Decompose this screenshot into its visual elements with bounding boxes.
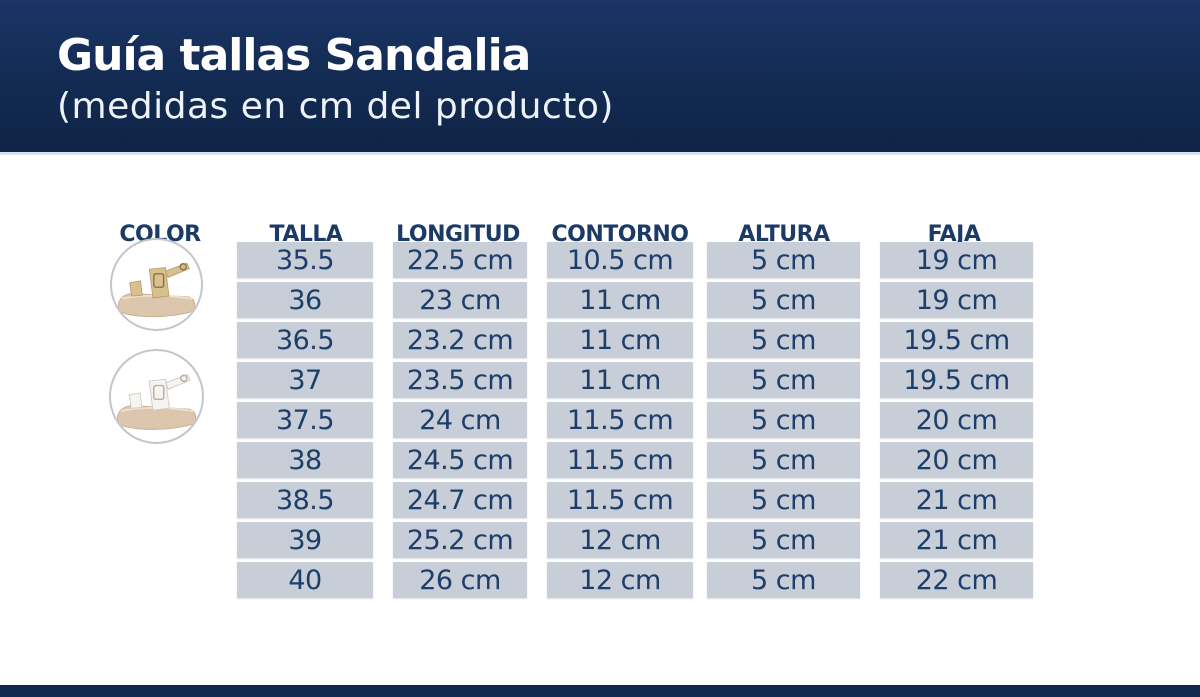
table-row: 38 24.5 cm 11.5 cm 5 cm 20 cm: [237, 442, 1033, 478]
cell-faja: 19 cm: [880, 242, 1033, 278]
cell-faja: 19.5 cm: [880, 322, 1033, 358]
table-row: 39 25.2 cm 12 cm 5 cm 21 cm: [237, 522, 1033, 558]
cell-altura: 5 cm: [707, 402, 860, 438]
header-banner: Guía tallas Sandalia (medidas en cm del …: [0, 0, 1200, 155]
table-row: 37 23.5 cm 11 cm 5 cm 19.5 cm: [237, 362, 1033, 398]
cell-longitud: 22.5 cm: [393, 242, 527, 278]
white-sandal-icon: [116, 374, 197, 430]
cell-faja: 22 cm: [880, 562, 1033, 598]
cell-longitud: 24.7 cm: [393, 482, 527, 518]
cell-altura: 5 cm: [707, 242, 860, 278]
cell-altura: 5 cm: [707, 442, 860, 478]
cell-faja: 20 cm: [880, 402, 1033, 438]
cell-talla: 35.5: [237, 242, 373, 278]
cell-talla: 39: [237, 522, 373, 558]
cell-longitud: 23.2 cm: [393, 322, 527, 358]
cell-longitud: 24 cm: [393, 402, 527, 438]
table-row: 40 26 cm 12 cm 5 cm 22 cm: [237, 562, 1033, 598]
cell-talla: 38: [237, 442, 373, 478]
cell-longitud: 23 cm: [393, 282, 527, 318]
size-table: 35.5 22.5 cm 10.5 cm 5 cm 19 cm 36 23 cm…: [237, 242, 1033, 602]
cell-altura: 5 cm: [707, 482, 860, 518]
cell-altura: 5 cm: [707, 282, 860, 318]
cell-faja: 19 cm: [880, 282, 1033, 318]
cell-longitud: 24.5 cm: [393, 442, 527, 478]
cell-altura: 5 cm: [707, 562, 860, 598]
table-row: 35.5 22.5 cm 10.5 cm 5 cm 19 cm: [237, 242, 1033, 278]
cell-longitud: 25.2 cm: [393, 522, 527, 558]
page-title: Guía tallas Sandalia: [57, 30, 531, 81]
table-row: 36 23 cm 11 cm 5 cm 19 cm: [237, 282, 1033, 318]
cell-faja: 21 cm: [880, 482, 1033, 518]
cell-longitud: 26 cm: [393, 562, 527, 598]
gold-sandal-icon: [117, 262, 196, 318]
table-row: 38.5 24.7 cm 11.5 cm 5 cm 21 cm: [237, 482, 1033, 518]
cell-talla: 37.5: [237, 402, 373, 438]
cell-contorno: 11 cm: [547, 362, 693, 398]
cell-altura: 5 cm: [707, 362, 860, 398]
cell-contorno: 10.5 cm: [547, 242, 693, 278]
table-row: 37.5 24 cm 11.5 cm 5 cm 20 cm: [237, 402, 1033, 438]
cell-faja: 19.5 cm: [880, 362, 1033, 398]
cell-contorno: 11.5 cm: [547, 402, 693, 438]
cell-faja: 20 cm: [880, 442, 1033, 478]
cell-contorno: 11.5 cm: [547, 442, 693, 478]
cell-contorno: 11 cm: [547, 322, 693, 358]
cell-contorno: 12 cm: [547, 562, 693, 598]
cell-talla: 36.5: [237, 322, 373, 358]
cell-altura: 5 cm: [707, 522, 860, 558]
cell-talla: 36: [237, 282, 373, 318]
product-image-white-sandal: [109, 349, 204, 444]
cell-altura: 5 cm: [707, 322, 860, 358]
product-image-gold-sandal: [110, 238, 203, 331]
cell-contorno: 11 cm: [547, 282, 693, 318]
cell-contorno: 11.5 cm: [547, 482, 693, 518]
table-row: 36.5 23.2 cm 11 cm 5 cm 19.5 cm: [237, 322, 1033, 358]
cell-faja: 21 cm: [880, 522, 1033, 558]
cell-talla: 38.5: [237, 482, 373, 518]
cell-longitud: 23.5 cm: [393, 362, 527, 398]
footer-bar: [0, 685, 1200, 697]
cell-talla: 37: [237, 362, 373, 398]
page-subtitle: (medidas en cm del producto): [57, 86, 614, 127]
cell-contorno: 12 cm: [547, 522, 693, 558]
cell-talla: 40: [237, 562, 373, 598]
